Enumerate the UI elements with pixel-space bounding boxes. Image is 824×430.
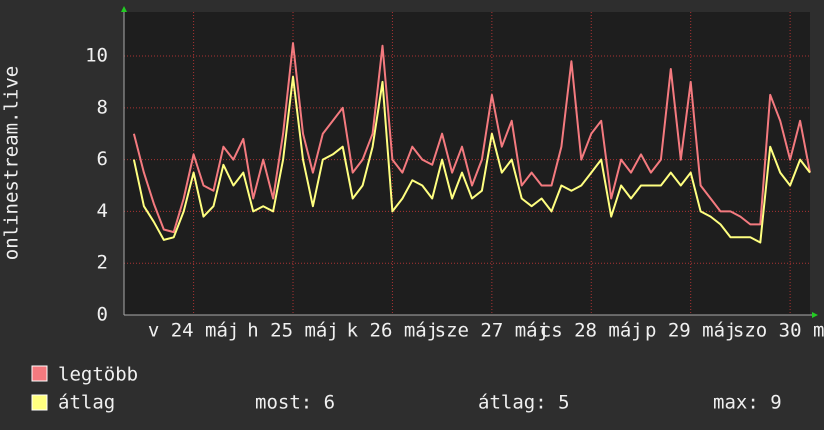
x-tick-label: v 24 máj (148, 320, 240, 342)
y-axis-label: onlinestream.live (1, 66, 23, 260)
x-tick-label: cs 28 máj (540, 320, 643, 342)
stat-avg: átlag: 5 (478, 392, 570, 414)
stat-max: max: 9 (713, 392, 782, 414)
y-tick-label: 10 (85, 45, 108, 67)
x-tick-label: k 26 máj (347, 320, 439, 342)
legend-swatch (31, 394, 48, 411)
series-line (132, 42, 811, 234)
y-tick-label: 2 (97, 252, 108, 274)
y-tick-label: 8 (97, 96, 108, 118)
y-tick-label: 0 (97, 304, 108, 326)
x-tick-label: p 29 máj (645, 320, 737, 342)
series-line (132, 75, 811, 244)
x-tick-label: sze 27 máj (435, 320, 549, 342)
stat-now: most: 6 (255, 392, 335, 414)
y-tick-label: 6 (97, 148, 108, 170)
x-arrow (812, 312, 818, 318)
x-tick-label: szo 30 máj (733, 320, 824, 342)
x-tick-label: h 25 máj (247, 320, 339, 342)
legend-label: átlag (58, 392, 115, 414)
y-arrow (121, 6, 127, 12)
legend-swatch (31, 365, 48, 382)
y-tick-label: 4 (97, 200, 108, 222)
legend-label: legtöbb (58, 364, 138, 386)
